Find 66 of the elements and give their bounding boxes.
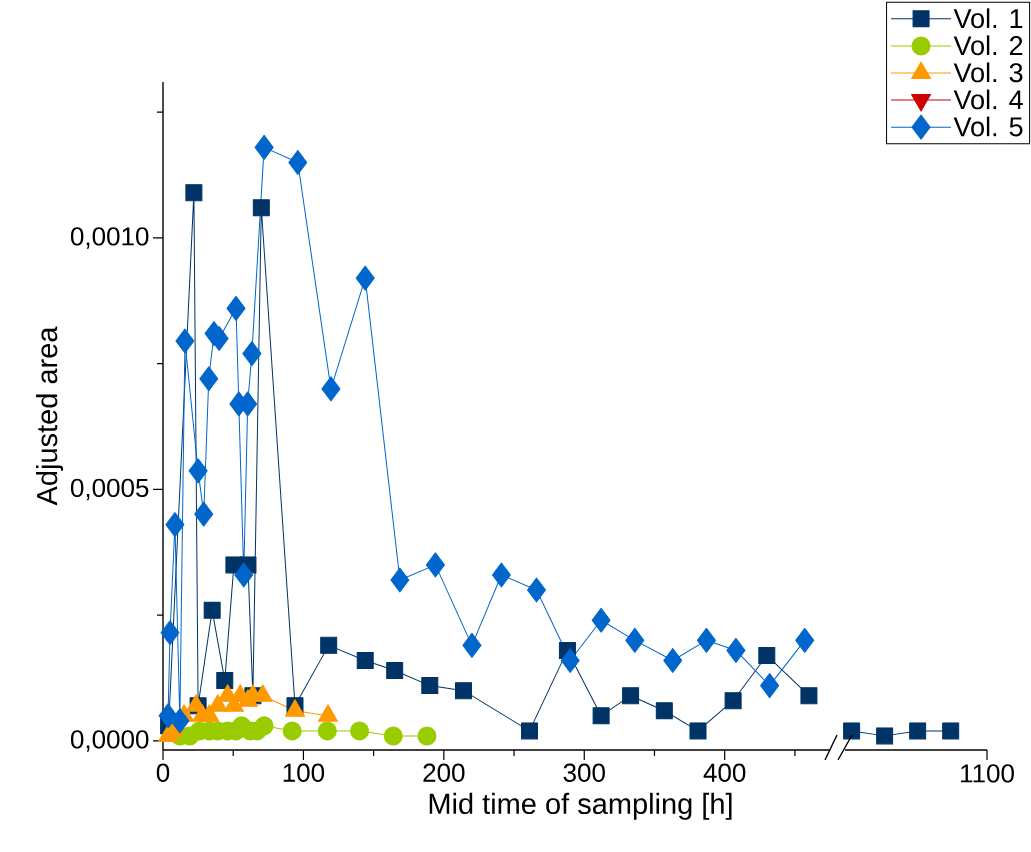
point xyxy=(254,134,274,160)
point xyxy=(622,687,640,705)
point xyxy=(462,632,482,658)
point xyxy=(216,672,234,690)
point xyxy=(320,636,338,654)
point xyxy=(321,376,341,402)
point xyxy=(689,722,707,740)
legend-label: Vol. 5 xyxy=(953,116,1023,137)
point xyxy=(655,702,673,720)
point xyxy=(282,721,302,741)
point xyxy=(696,627,716,653)
point xyxy=(726,637,746,663)
point xyxy=(760,673,780,699)
y-tick-label: 0,0010 xyxy=(70,227,149,249)
point xyxy=(625,627,645,653)
point xyxy=(455,682,472,700)
point xyxy=(226,295,246,321)
point xyxy=(165,512,185,538)
point xyxy=(800,687,818,705)
point xyxy=(170,708,190,734)
point xyxy=(758,646,776,664)
point xyxy=(591,607,611,633)
legend-label: Vol. 3 xyxy=(953,62,1023,83)
point xyxy=(425,552,445,578)
point xyxy=(521,722,538,740)
point xyxy=(288,149,308,175)
point xyxy=(592,707,610,725)
point xyxy=(199,366,219,392)
point xyxy=(795,627,815,653)
x-tick-label: 300 xyxy=(563,763,605,782)
point xyxy=(390,567,410,593)
x-tick-label: 400 xyxy=(703,763,746,782)
point xyxy=(724,692,742,710)
point xyxy=(188,458,208,484)
point xyxy=(317,721,337,741)
point xyxy=(491,562,511,588)
point xyxy=(527,577,547,603)
point xyxy=(663,647,683,673)
y-tick-label: 0,0005 xyxy=(70,478,149,501)
point xyxy=(175,328,195,354)
x-tick-label: 100 xyxy=(283,763,325,782)
x-tick-label: 200 xyxy=(423,763,465,782)
point xyxy=(560,647,580,673)
point xyxy=(185,184,203,202)
point xyxy=(160,620,180,646)
point xyxy=(386,662,404,680)
legend-label: Vol. 4 xyxy=(953,89,1023,110)
point xyxy=(203,601,221,619)
point xyxy=(350,721,370,741)
point xyxy=(194,501,214,527)
legend-label: Vol. 1 xyxy=(953,8,1023,29)
x-tick-label: 0 xyxy=(156,763,170,782)
point xyxy=(252,199,270,217)
point xyxy=(254,716,274,736)
x-axis-title: Mid time of sampling [h] xyxy=(429,792,732,820)
legend-label: Vol. 2 xyxy=(953,35,1023,56)
point xyxy=(417,726,437,746)
point xyxy=(355,265,375,291)
point xyxy=(421,677,439,695)
point xyxy=(356,651,374,669)
text: 1100 xyxy=(961,764,1014,783)
point xyxy=(242,341,262,367)
y-axis-title: Adjusted area xyxy=(36,326,64,506)
point xyxy=(383,726,403,746)
point xyxy=(234,562,254,588)
y-tick-label: 0,0000 xyxy=(70,730,149,752)
